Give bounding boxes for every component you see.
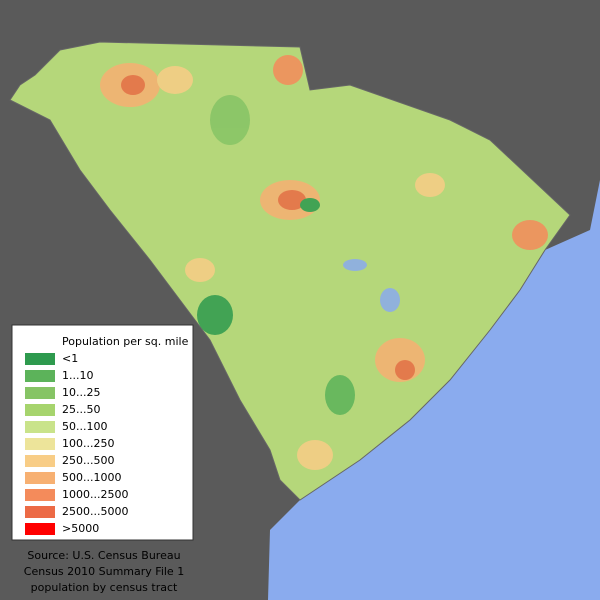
legend-swatch xyxy=(25,506,55,518)
legend-label: 1...10 xyxy=(62,369,94,382)
legend-swatch xyxy=(25,523,55,535)
legend-swatch xyxy=(25,404,55,416)
legend-label: 250...500 xyxy=(62,454,114,467)
source-line: population by census tract xyxy=(31,581,178,594)
legend-swatch xyxy=(25,438,55,450)
legend-title: Population per sq. mile xyxy=(62,335,189,348)
source-line: Census 2010 Summary File 1 xyxy=(24,565,184,578)
legend-label: 10...25 xyxy=(62,386,100,399)
legend-swatch xyxy=(25,489,55,501)
legend-label: >5000 xyxy=(62,522,99,535)
legend-swatch xyxy=(25,387,55,399)
state xyxy=(9,41,571,501)
density-patches xyxy=(100,55,548,470)
legend-label: <1 xyxy=(62,352,78,365)
legend-swatch xyxy=(25,370,55,382)
legend-label: 1000...2500 xyxy=(62,488,128,501)
legend-swatch xyxy=(25,455,55,467)
legend-swatch xyxy=(25,353,55,365)
legend-items: <1 1...10 10...25 25...50 50...100 100...250 2… xyxy=(25,352,128,535)
legend-label: 100...250 xyxy=(62,437,114,450)
legend-label: 50...100 xyxy=(62,420,107,433)
source-line: Source: U.S. Census Bureau xyxy=(27,549,180,562)
ocean xyxy=(268,180,600,600)
legend-label: 25...50 xyxy=(62,403,100,416)
legend-swatch xyxy=(25,421,55,433)
legend-label: 500...1000 xyxy=(62,471,121,484)
legend-label: 2500...5000 xyxy=(62,505,128,518)
legend-swatch xyxy=(25,472,55,484)
